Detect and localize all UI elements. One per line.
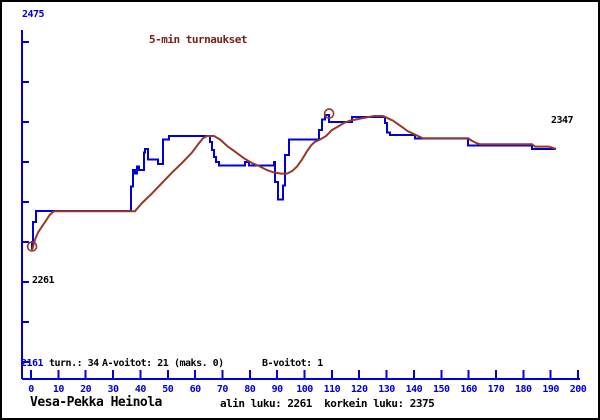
start-lowest-marker-icon	[26, 241, 38, 252]
x-axis-tick-label: 90	[271, 384, 284, 395]
y-axis-max-label: 2475	[22, 9, 45, 20]
y-axis-min-label: 2161	[21, 358, 44, 369]
x-axis-tick-label: 200	[569, 384, 587, 395]
stat-maks: (maks. 0)	[174, 358, 224, 369]
chart-title: 5-min turnaukset	[149, 33, 247, 46]
rating-line	[31, 113, 557, 250]
x-axis-tick-label: 170	[487, 384, 505, 395]
x-axis-tick-label: 160	[460, 384, 477, 395]
x-axis-tick-label: 70	[216, 384, 229, 395]
x-axis-tick-label: 20	[80, 384, 92, 395]
peak-marker-icon	[323, 108, 335, 119]
x-axis-tick-label: 180	[515, 384, 532, 395]
player-name: Vesa-Pekka Heinola	[30, 395, 162, 410]
moving-average-line	[31, 115, 557, 251]
x-axis-tick-label: 110	[323, 384, 341, 395]
x-axis-tick-label: 190	[542, 384, 559, 395]
x-axis-tick-label: 30	[107, 384, 120, 395]
x-axis-tick-label: 60	[189, 384, 202, 395]
rating-summary: alin luku: 2261 korkein luku: 2375	[220, 397, 435, 410]
x-axis-tick-label: 120	[350, 384, 368, 395]
stat-b-wins: B-voitot: 1	[262, 358, 323, 369]
x-axis-tick-label: 40	[134, 384, 147, 395]
stat-tournaments: turn.: 34	[49, 358, 99, 369]
x-axis-tick-label: 150	[432, 384, 450, 395]
final-rating-label: 2347	[551, 115, 574, 126]
x-axis-tick-label: 80	[244, 384, 256, 395]
x-axis-tick-label: 50	[162, 384, 174, 395]
stat-a-wins: A-voitot: 21	[102, 358, 169, 369]
x-axis-tick-label: 10	[52, 384, 65, 395]
x-axis-tick-label: 130	[378, 384, 395, 395]
lowest-rating-label: 2261	[32, 275, 55, 286]
x-axis-tick-label: 140	[405, 384, 423, 395]
x-axis-tick-label: 0	[28, 384, 34, 395]
x-axis-tick-label: 100	[296, 384, 313, 395]
